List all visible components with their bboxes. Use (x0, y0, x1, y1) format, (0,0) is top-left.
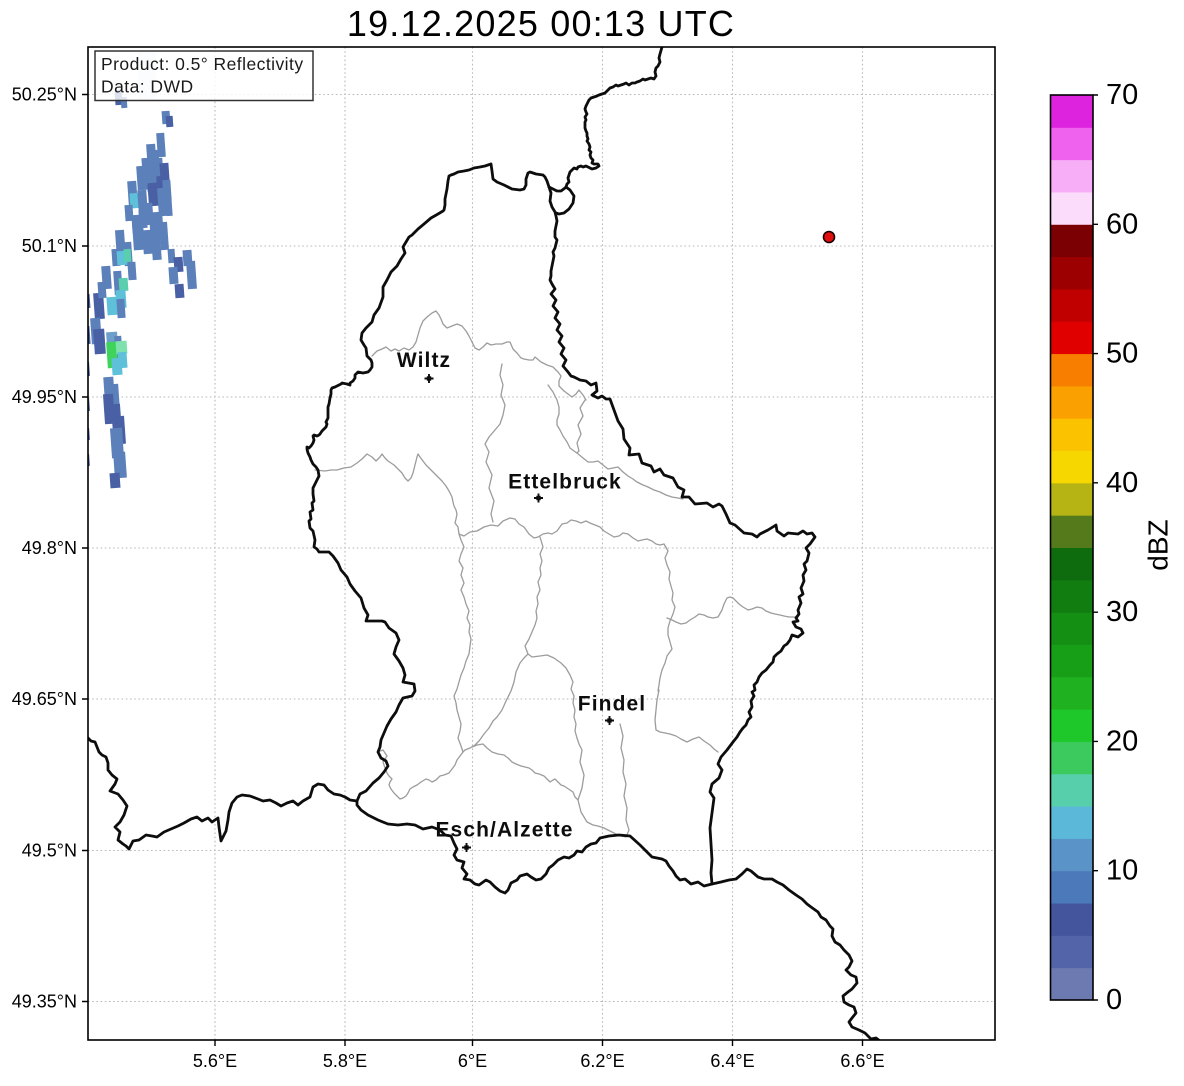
svg-text:49.95°N: 49.95°N (12, 387, 77, 407)
svg-text:40: 40 (1106, 467, 1138, 499)
svg-text:Data: DWD: Data: DWD (101, 77, 194, 97)
svg-text:60: 60 (1106, 208, 1138, 240)
svg-text:30: 30 (1106, 596, 1138, 628)
svg-text:Wiltz: Wiltz (397, 349, 451, 372)
svg-text:50.1°N: 50.1°N (22, 236, 77, 256)
svg-text:6.2°E: 6.2°E (580, 1051, 624, 1071)
svg-text:0: 0 (1106, 984, 1122, 1016)
svg-text:5.6°E: 5.6°E (193, 1051, 237, 1071)
svg-text:49.35°N: 49.35°N (12, 992, 77, 1012)
svg-text:6°E: 6°E (458, 1051, 487, 1071)
svg-text:19.12.2025 00:13 UTC: 19.12.2025 00:13 UTC (347, 3, 735, 44)
svg-text:49.65°N: 49.65°N (12, 689, 77, 709)
svg-text:50: 50 (1106, 338, 1138, 370)
svg-text:70: 70 (1106, 79, 1138, 111)
svg-text:10: 10 (1106, 855, 1138, 887)
svg-text:Ettelbruck: Ettelbruck (508, 471, 622, 494)
svg-text:49.5°N: 49.5°N (22, 841, 77, 861)
svg-text:20: 20 (1106, 725, 1138, 757)
svg-text:6.4°E: 6.4°E (710, 1051, 754, 1071)
svg-text:6.6°E: 6.6°E (840, 1051, 884, 1071)
svg-text:Esch/Alzette: Esch/Alzette (435, 819, 573, 842)
svg-text:dBZ: dBZ (1143, 519, 1174, 570)
svg-text:Findel: Findel (578, 693, 646, 716)
svg-text:50.25°N: 50.25°N (12, 85, 77, 105)
svg-text:Product: 0.5° Reflectivity: Product: 0.5° Reflectivity (101, 54, 304, 74)
svg-text:5.8°E: 5.8°E (323, 1051, 367, 1071)
svg-text:49.8°N: 49.8°N (22, 538, 77, 558)
